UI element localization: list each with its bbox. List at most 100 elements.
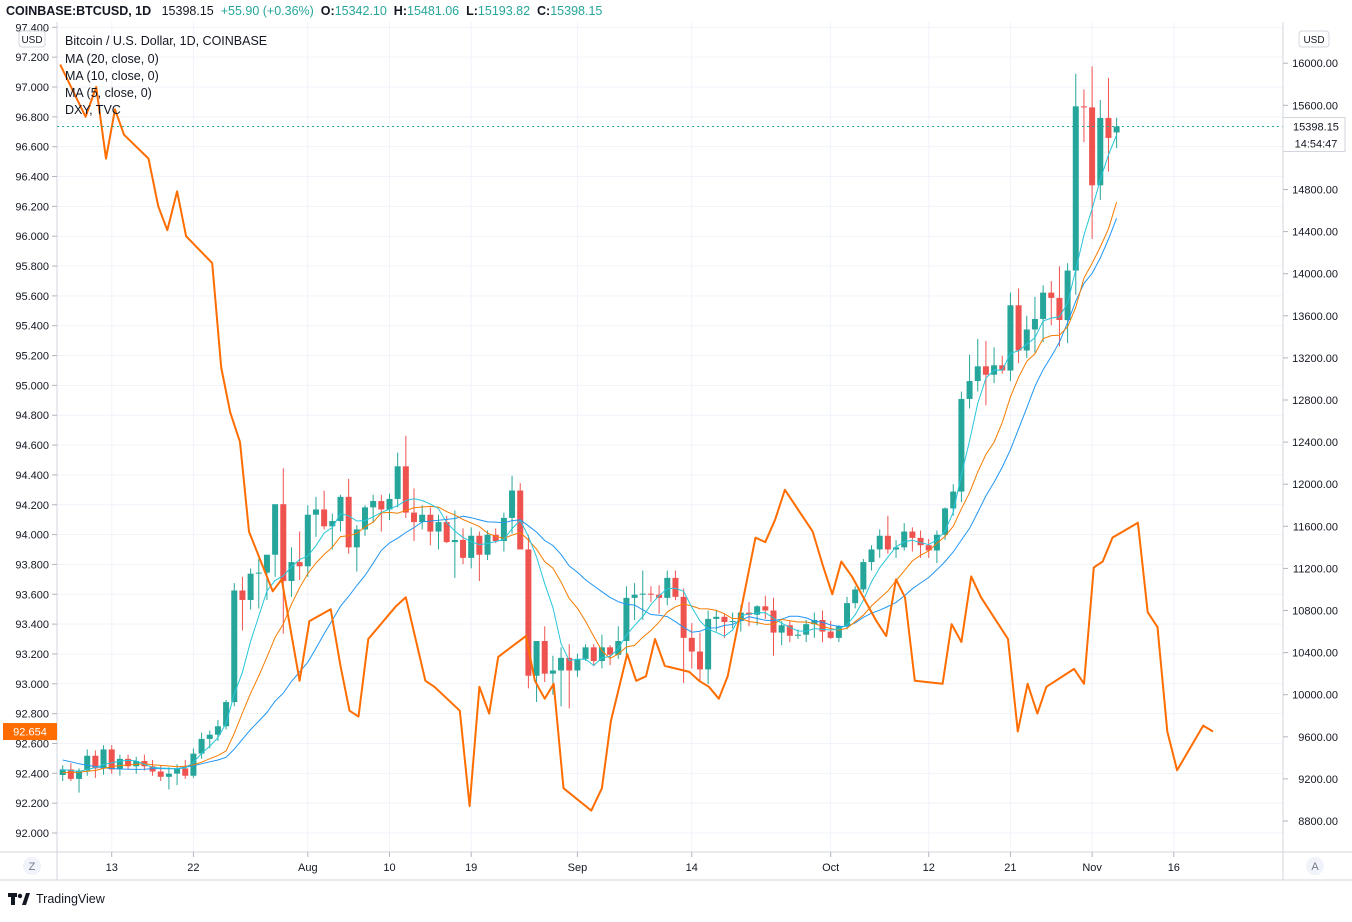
candle [721, 616, 728, 623]
grid [57, 22, 1283, 852]
candle [639, 593, 646, 595]
low-label: L: [466, 4, 478, 18]
right-tick-label: 12000.00 [1292, 479, 1338, 491]
candle [165, 773, 172, 777]
price-chart[interactable]: 97.40097.20097.00096.80096.60096.40096.2… [0, 22, 1352, 886]
candle [174, 768, 181, 774]
candle [361, 507, 368, 530]
candle [795, 634, 801, 636]
right-tick-label: 14000.00 [1292, 269, 1338, 281]
open-value: 15342.10 [334, 4, 387, 18]
candle [893, 547, 900, 550]
legend: Bitcoin / U.S. Dollar, 1D, COINBASE MA (… [65, 34, 267, 117]
left-tick-label: 97.200 [15, 52, 49, 64]
candle [394, 466, 401, 499]
candle [1064, 270, 1071, 321]
left-tick-label: 95.000 [15, 380, 49, 392]
bar-countdown: 14:54:47 [1295, 139, 1338, 151]
time-tick-label: 19 [465, 862, 477, 874]
candle [958, 398, 965, 492]
candle [451, 539, 458, 543]
currency-button-right[interactable]: USD [1298, 30, 1330, 48]
candle [541, 641, 548, 674]
close-value: 15398.15 [550, 4, 603, 18]
candle [1023, 329, 1030, 351]
legend-ma10[interactable]: MA (10, close, 0) [65, 69, 159, 83]
price-tag-value: 15398.15 [1293, 122, 1339, 134]
candle [427, 514, 434, 532]
candle [680, 596, 687, 638]
candle [729, 621, 736, 623]
candle [803, 624, 810, 635]
candle [304, 514, 311, 567]
candle [835, 626, 842, 638]
candle [92, 755, 99, 769]
candle [925, 545, 932, 551]
left-tick-label: 93.400 [15, 619, 49, 631]
ma5-line [62, 134, 1118, 773]
candle [819, 619, 826, 632]
candle [419, 514, 426, 523]
candle [272, 504, 279, 555]
right-tick-label: 12400.00 [1292, 437, 1338, 449]
right-tick-label: 12800.00 [1292, 395, 1338, 407]
legend-ma20[interactable]: MA (20, close, 0) [65, 52, 159, 66]
candle [100, 749, 107, 769]
candle [1031, 318, 1038, 330]
candle [1072, 106, 1079, 271]
currency-right-label: USD [1303, 35, 1324, 46]
candles [59, 66, 1120, 793]
legend-title[interactable]: Bitcoin / U.S. Dollar, 1D, COINBASE [65, 34, 267, 48]
time-tick-label: Oct [822, 862, 839, 874]
candle [157, 771, 164, 777]
candle [321, 509, 328, 527]
candle [974, 366, 981, 382]
brand-name[interactable]: TradingView [36, 892, 105, 906]
candle [182, 768, 189, 776]
candle [631, 594, 638, 598]
low-value: 15193.82 [477, 4, 531, 18]
candle [116, 758, 123, 770]
candle [713, 616, 720, 619]
candle [296, 562, 303, 567]
left-price-axis[interactable]: 97.40097.20097.00096.80096.60096.40096.2… [15, 22, 57, 840]
right-tick-label: 15600.00 [1292, 100, 1338, 112]
scale-mode-right[interactable]: A [1306, 857, 1324, 875]
left-tick-label: 96.200 [15, 201, 49, 213]
candle [345, 496, 352, 548]
candle [198, 738, 205, 754]
time-axis[interactable]: 13 22 Aug 10 19 Sep 14 Oct 12 21 Nov 16 [106, 852, 1180, 874]
candle [590, 647, 597, 662]
candle [672, 577, 679, 597]
candle [1007, 305, 1014, 371]
candle [664, 577, 671, 598]
left-tick-label: 97.000 [15, 82, 49, 94]
candle [999, 365, 1006, 371]
left-tick-label: 92.600 [15, 738, 49, 750]
candle [737, 612, 744, 622]
dxy-line [59, 64, 1214, 812]
right-price-axis[interactable]: 16000.0015600.0015200.0014800.0014400.00… [1283, 58, 1338, 828]
time-tick-label: 22 [187, 862, 199, 874]
candle [754, 606, 761, 615]
candle [827, 631, 834, 638]
candle [909, 531, 916, 538]
candle [443, 522, 450, 543]
currency-button-left[interactable]: USD [18, 30, 46, 48]
candle [435, 522, 442, 532]
currency-left-label: USD [21, 35, 42, 46]
scale-mode-left[interactable]: Z [23, 857, 41, 875]
left-tick-label: 92.200 [15, 798, 49, 810]
right-tick-label: 9600.00 [1298, 732, 1338, 744]
candle [468, 535, 475, 558]
candle [966, 381, 973, 399]
legend-dxy[interactable]: DXY, TVC [65, 103, 121, 117]
candle [133, 761, 140, 767]
candle [125, 758, 132, 767]
candle [917, 537, 924, 546]
candle [386, 498, 393, 510]
legend-ma5[interactable]: MA (5, close, 0) [65, 86, 152, 100]
symbol-title[interactable]: COINBASE:BTCUSD, 1D [6, 4, 152, 18]
candle [476, 535, 483, 555]
candle [762, 606, 769, 611]
